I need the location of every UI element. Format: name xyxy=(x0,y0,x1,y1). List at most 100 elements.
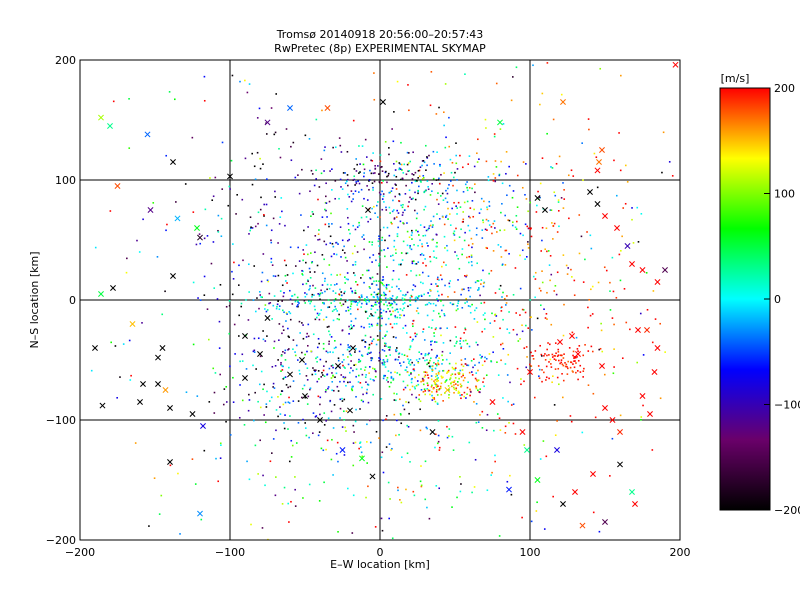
data-point xyxy=(440,309,443,312)
data-point xyxy=(238,264,240,267)
data-point xyxy=(576,348,579,350)
data-point xyxy=(411,393,413,396)
data-point xyxy=(577,378,579,381)
data-point xyxy=(463,288,465,291)
data-point xyxy=(422,282,424,285)
data-point xyxy=(431,340,433,342)
data-point xyxy=(396,209,398,212)
data-point xyxy=(244,157,247,160)
data-point xyxy=(412,284,415,286)
data-point xyxy=(532,275,535,278)
data-point xyxy=(392,377,395,380)
data-point xyxy=(368,343,371,346)
data-point xyxy=(554,284,557,287)
data-point xyxy=(372,338,375,341)
data-point xyxy=(485,429,488,432)
data-point xyxy=(443,313,445,315)
data-point xyxy=(395,349,397,351)
data-point xyxy=(472,215,475,218)
data-point xyxy=(165,154,168,157)
data-point xyxy=(516,333,518,336)
data-point xyxy=(495,166,498,168)
data-point xyxy=(437,379,440,382)
data-point xyxy=(415,359,418,361)
data-point xyxy=(582,179,584,181)
data-point xyxy=(577,370,579,372)
data-point xyxy=(520,378,522,380)
data-point xyxy=(426,363,428,366)
data-point xyxy=(378,191,381,194)
data-point xyxy=(464,376,466,379)
data-point xyxy=(311,296,313,298)
data-point xyxy=(330,284,332,286)
data-point xyxy=(520,383,522,386)
cross-marker xyxy=(647,411,653,417)
data-point xyxy=(508,252,510,255)
data-point xyxy=(393,245,395,248)
data-point xyxy=(436,355,438,357)
data-point xyxy=(436,213,438,215)
data-point xyxy=(288,460,291,463)
data-point xyxy=(451,303,454,306)
data-point xyxy=(287,428,289,430)
data-point xyxy=(473,401,475,403)
data-point xyxy=(619,279,622,282)
data-point xyxy=(329,170,331,172)
data-point xyxy=(437,294,440,297)
data-point xyxy=(219,442,222,445)
data-point xyxy=(494,180,497,183)
data-point xyxy=(492,179,495,182)
data-point xyxy=(272,438,275,440)
data-point xyxy=(331,380,334,383)
data-point xyxy=(621,235,623,238)
data-point xyxy=(454,377,457,379)
data-point xyxy=(536,204,538,207)
data-point xyxy=(338,313,340,316)
data-point xyxy=(351,300,354,303)
data-point xyxy=(204,208,207,211)
data-point xyxy=(371,261,373,263)
data-point xyxy=(283,486,286,489)
data-point xyxy=(406,163,409,166)
data-point xyxy=(458,236,461,239)
data-point xyxy=(352,193,355,195)
data-point xyxy=(441,293,443,296)
data-point xyxy=(365,496,367,499)
data-point xyxy=(436,394,439,396)
data-point xyxy=(325,350,328,353)
data-point xyxy=(400,252,403,254)
data-point xyxy=(219,373,222,376)
data-point xyxy=(557,201,560,203)
data-point xyxy=(433,380,435,383)
data-point xyxy=(565,264,568,267)
data-point xyxy=(304,302,307,304)
data-point xyxy=(609,309,612,311)
data-point xyxy=(90,369,93,372)
data-point xyxy=(440,195,442,197)
data-point xyxy=(530,365,533,367)
data-point xyxy=(473,318,476,320)
data-point xyxy=(422,254,425,257)
data-point xyxy=(401,259,404,261)
data-point xyxy=(304,363,307,365)
data-point xyxy=(506,194,508,197)
data-point xyxy=(416,212,419,215)
data-point xyxy=(429,288,431,291)
data-point xyxy=(433,332,435,334)
data-point xyxy=(288,348,290,350)
data-point xyxy=(338,318,340,321)
data-point xyxy=(384,344,387,346)
data-point xyxy=(563,353,565,355)
data-point xyxy=(355,281,357,283)
data-point xyxy=(225,401,228,403)
data-point xyxy=(284,414,286,416)
data-point xyxy=(468,371,471,374)
data-point xyxy=(574,356,576,358)
data-point xyxy=(397,212,400,214)
data-point xyxy=(365,303,368,305)
data-point xyxy=(460,386,462,388)
data-point xyxy=(449,280,452,282)
data-point xyxy=(315,357,317,360)
data-point xyxy=(373,205,375,208)
